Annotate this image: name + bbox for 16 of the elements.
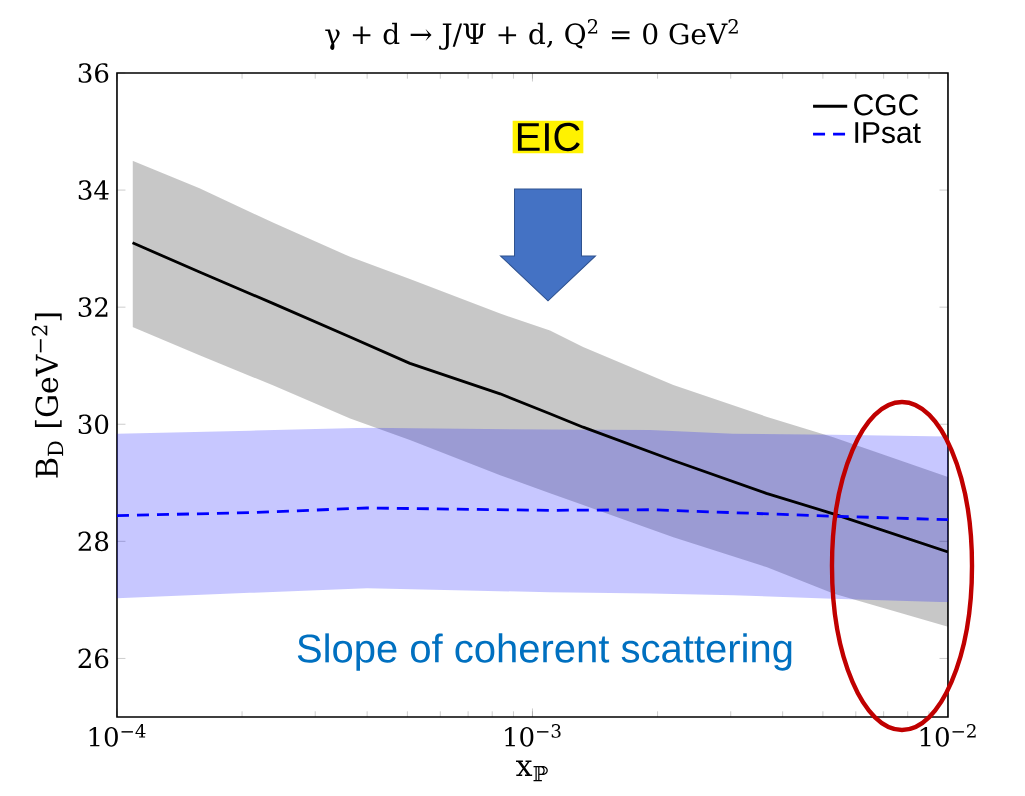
y-axis-title: B$_{D}$ [GeV$^{−2}$]: [31, 313, 64, 478]
annotation: Slope of coherent scattering: [297, 633, 792, 671]
y-tick-label: 30: [78, 414, 109, 435]
x-axis-title: x$_{ℙ}$: [516, 760, 548, 782]
y-tick-label: 28: [78, 531, 109, 552]
y-tick-label: 26: [78, 648, 109, 669]
y-tick-label: 36: [78, 63, 109, 83]
legend-label: CGC: [854, 94, 919, 116]
x-tick-label: 10$^{−2}$: [920, 724, 976, 747]
chart-title: γ + d → J/Ψ + d, Q$^{2}$ = 0 GeV$^{2}$: [325, 19, 738, 50]
x-tick-label: 10$^{−3}$: [505, 724, 561, 747]
y-tick-label: 32: [78, 297, 108, 318]
annotation: EIC: [517, 122, 580, 152]
x-tick-label: 10$^{−4}$: [89, 724, 146, 747]
y-tick-label: 34: [78, 180, 109, 200]
legend-label: IPsat: [855, 122, 921, 144]
